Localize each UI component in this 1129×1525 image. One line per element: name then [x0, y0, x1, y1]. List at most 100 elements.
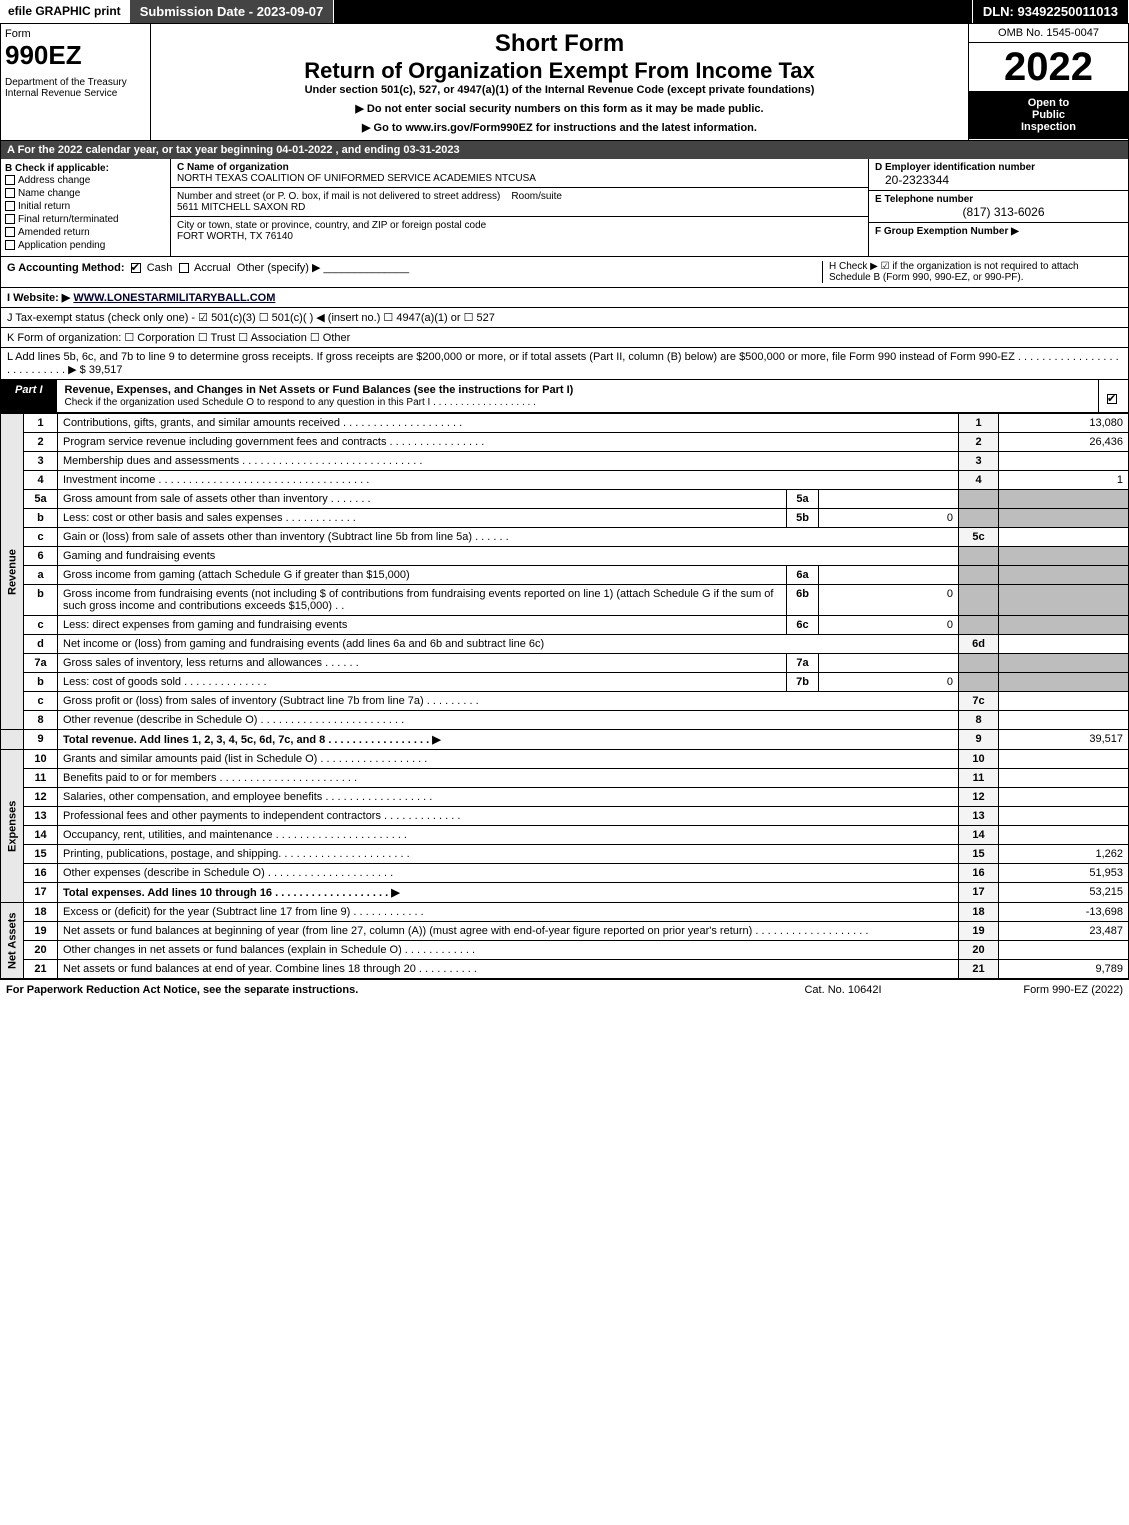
efile-label: efile GRAPHIC print	[0, 0, 130, 23]
section-k: K Form of organization: ☐ Corporation ☐ …	[0, 328, 1129, 348]
tax-year: 2022	[969, 43, 1128, 91]
section-h: H Check ▶ ☑ if the organization is not r…	[822, 261, 1122, 283]
ein-label: D Employer identification number	[875, 162, 1035, 173]
line-17: 17Total expenses. Add lines 10 through 1…	[1, 883, 1129, 903]
line-11: 11Benefits paid to or for members . . . …	[1, 769, 1129, 788]
line-6d: d Net income or (loss) from gaming and f…	[1, 635, 1129, 654]
section-f: F Group Exemption Number ▶	[869, 223, 1128, 240]
line-7a: 7a Gross sales of inventory, less return…	[1, 654, 1129, 673]
line-6c: c Less: direct expenses from gaming and …	[1, 616, 1129, 635]
part1-checkbox[interactable]	[1098, 380, 1128, 412]
phone-label: E Telephone number	[875, 194, 973, 205]
goto-note: ▶ Go to www.irs.gov/Form990EZ for instru…	[157, 121, 962, 134]
header-left: Form 990EZ Department of the Treasury In…	[1, 24, 151, 140]
city-value: FORT WORTH, TX 76140	[177, 231, 293, 242]
section-l-text: L Add lines 5b, 6c, and 7b to line 9 to …	[7, 351, 1119, 376]
street-row: Number and street (or P. O. box, if mail…	[171, 188, 868, 217]
header-right: OMB No. 1545-0047 2022 Open to Public In…	[968, 24, 1128, 140]
chk-name-change[interactable]: Name change	[5, 187, 166, 200]
top-bar: efile GRAPHIC print Submission Date - 20…	[0, 0, 1129, 23]
section-e: E Telephone number (817) 313-6026	[869, 191, 1128, 223]
line-5b: b Less: cost or other basis and sales ex…	[1, 509, 1129, 528]
section-g: G Accounting Method: Cash Accrual Other …	[7, 261, 816, 283]
part1-header: Part I Revenue, Expenses, and Changes in…	[0, 380, 1129, 413]
line-20: 20Other changes in net assets or fund ba…	[1, 941, 1129, 960]
page-footer: For Paperwork Reduction Act Notice, see …	[0, 979, 1129, 1000]
line-7b: b Less: cost of goods sold . . . . . . .…	[1, 673, 1129, 692]
section-d: D Employer identification number 20-2323…	[869, 159, 1128, 191]
chk-address-change[interactable]: Address change	[5, 174, 166, 187]
part1-tab: Part I	[1, 380, 57, 412]
section-b: B Check if applicable: Address change Na…	[1, 159, 171, 256]
chk-initial-return[interactable]: Initial return	[5, 200, 166, 213]
line-8: 8 Other revenue (describe in Schedule O)…	[1, 711, 1129, 730]
short-form-title: Short Form	[157, 30, 962, 58]
dept-label: Department of the Treasury Internal Reve…	[5, 77, 146, 99]
line-2: 2 Program service revenue including gove…	[1, 433, 1129, 452]
open-public: Open to Public Inspection	[969, 91, 1128, 139]
phone-value: (817) 313-6026	[875, 205, 1122, 219]
line-1: Revenue 1 Contributions, gifts, grants, …	[1, 414, 1129, 433]
form-label: Form	[5, 28, 146, 40]
ssn-note: ▶ Do not enter social security numbers o…	[157, 102, 962, 115]
lines-table: Revenue 1 Contributions, gifts, grants, …	[0, 413, 1129, 979]
line-5c: c Gain or (loss) from sale of assets oth…	[1, 528, 1129, 547]
open-line3: Inspection	[973, 121, 1124, 133]
under-section: Under section 501(c), 527, or 4947(a)(1)…	[157, 84, 962, 96]
footer-right: Form 990-EZ (2022)	[943, 984, 1123, 996]
section-c: C Name of organization NORTH TEXAS COALI…	[171, 159, 868, 256]
line-6a: a Gross income from gaming (attach Sched…	[1, 566, 1129, 585]
part1-sub: Check if the organization used Schedule …	[65, 397, 536, 408]
line-14: 14Occupancy, rent, utilities, and mainte…	[1, 826, 1129, 845]
org-name-label: C Name of organization	[177, 162, 289, 173]
line-3: 3 Membership dues and assessments . . . …	[1, 452, 1129, 471]
line-13: 13Professional fees and other payments t…	[1, 807, 1129, 826]
group-exemption-label: F Group Exemption Number ▶	[875, 226, 1019, 237]
line-19: 19Net assets or fund balances at beginni…	[1, 922, 1129, 941]
chk-accrual[interactable]	[179, 263, 189, 273]
vert-netassets: Net Assets	[1, 903, 24, 979]
section-i: I Website: ▶ WWW.LONESTARMILITARYBALL.CO…	[0, 288, 1129, 308]
section-b-title: B Check if applicable:	[5, 163, 166, 174]
omb-number: OMB No. 1545-0047	[969, 24, 1128, 43]
street-label: Number and street (or P. O. box, if mail…	[177, 191, 500, 202]
chk-final-return[interactable]: Final return/terminated	[5, 213, 166, 226]
line-12: 12Salaries, other compensation, and empl…	[1, 788, 1129, 807]
org-name: NORTH TEXAS COALITION OF UNIFORMED SERVI…	[177, 173, 536, 184]
line-4: 4 Investment income . . . . . . . . . . …	[1, 471, 1129, 490]
line-5a: 5a Gross amount from sale of assets othe…	[1, 490, 1129, 509]
city-label: City or town, state or province, country…	[177, 220, 486, 231]
dln-label: DLN: 93492250011013	[973, 0, 1129, 23]
footer-mid: Cat. No. 10642I	[743, 984, 943, 996]
org-name-row: C Name of organization NORTH TEXAS COALI…	[171, 159, 868, 188]
footer-left: For Paperwork Reduction Act Notice, see …	[6, 984, 743, 996]
bcdef-block: B Check if applicable: Address change Na…	[0, 159, 1129, 257]
submission-date: Submission Date - 2023-09-07	[130, 0, 335, 23]
vert-expenses: Expenses	[1, 750, 24, 903]
return-title: Return of Organization Exempt From Incom…	[157, 58, 962, 84]
line-7c: c Gross profit or (loss) from sales of i…	[1, 692, 1129, 711]
topbar-spacer	[334, 0, 973, 23]
website-link[interactable]: WWW.LONESTARMILITARYBALL.COM	[73, 292, 275, 304]
website-label: I Website: ▶	[7, 292, 70, 304]
chk-application-pending[interactable]: Application pending	[5, 239, 166, 252]
chk-amended-return[interactable]: Amended return	[5, 226, 166, 239]
gh-block: G Accounting Method: Cash Accrual Other …	[0, 257, 1129, 288]
line-9: 9 Total revenue. Add lines 1, 2, 3, 4, 5…	[1, 730, 1129, 750]
line-6b: b Gross income from fundraising events (…	[1, 585, 1129, 616]
header-mid: Short Form Return of Organization Exempt…	[151, 24, 968, 140]
room-label: Room/suite	[511, 191, 562, 202]
vert-revenue: Revenue	[1, 414, 24, 730]
street-value: 5611 MITCHELL SAXON RD	[177, 202, 305, 213]
chk-cash[interactable]	[131, 263, 141, 273]
city-row: City or town, state or province, country…	[171, 217, 868, 245]
part1-title: Revenue, Expenses, and Changes in Net As…	[57, 380, 1098, 412]
line-10: Expenses 10 Grants and similar amounts p…	[1, 750, 1129, 769]
form-number: 990EZ	[5, 40, 146, 71]
ein-value: 20-2323344	[875, 173, 949, 187]
section-a: A For the 2022 calendar year, or tax yea…	[0, 141, 1129, 159]
section-def: D Employer identification number 20-2323…	[868, 159, 1128, 256]
accounting-label: G Accounting Method:	[7, 262, 125, 274]
form-header: Form 990EZ Department of the Treasury In…	[0, 23, 1129, 141]
line-18: Net Assets 18Excess or (deficit) for the…	[1, 903, 1129, 922]
